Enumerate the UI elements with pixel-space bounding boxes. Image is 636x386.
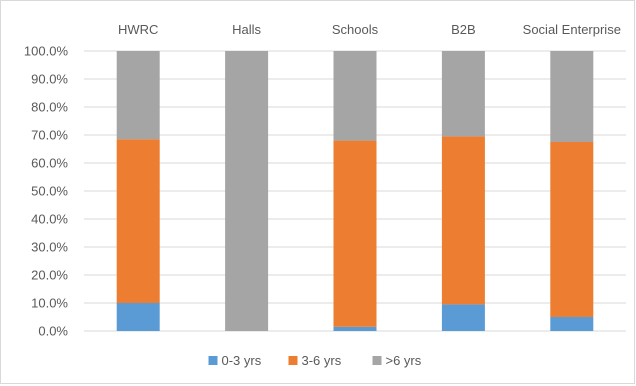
bar-segment-0-3-yrs — [333, 326, 377, 331]
y-tick-label: 80.0% — [31, 100, 68, 115]
bar-segment-6-yrs — [441, 51, 485, 137]
bar-segment-0-3-yrs — [116, 303, 160, 331]
bar-segment-3-6-yrs — [441, 136, 485, 305]
bar-segment-6-yrs — [550, 51, 594, 142]
bar-segment-0-3-yrs — [441, 304, 485, 331]
category-label: Social Enterprise — [523, 22, 621, 37]
y-tick-label: 70.0% — [31, 128, 68, 143]
bar-segment-3-6-yrs — [116, 139, 160, 303]
y-tick-label: 10.0% — [31, 296, 68, 311]
legend-label: 3-6 yrs — [302, 353, 342, 368]
y-tick-label: 90.0% — [31, 72, 68, 87]
bars — [116, 51, 594, 331]
category-labels: HWRC Halls Schools B2B Social Enterprise — [118, 22, 621, 37]
category-label: Schools — [332, 22, 379, 37]
category-label: Halls — [232, 22, 261, 37]
category-label: B2B — [451, 22, 476, 37]
y-tick-label: 60.0% — [31, 156, 68, 171]
bar-segment-3-6-yrs — [333, 140, 377, 327]
y-tick-label: 50.0% — [31, 184, 68, 199]
legend-swatch — [288, 356, 298, 365]
y-tick-label: 20.0% — [31, 268, 68, 283]
bar-segment-6-yrs — [225, 51, 269, 331]
y-tick-label: 0.0% — [38, 324, 68, 339]
legend-label: 0-3 yrs — [222, 353, 262, 368]
category-label: HWRC — [118, 22, 158, 37]
y-axis-tick-labels: 0.0% 10.0% 20.0% 30.0% 40.0% 50.0% 60.0% 70.0% 8… — [24, 44, 69, 339]
bar-segment-0-3-yrs — [550, 317, 594, 331]
bar-segment-6-yrs — [333, 51, 377, 141]
bar-segment-3-6-yrs — [550, 142, 594, 317]
y-tick-label: 30.0% — [31, 240, 68, 255]
legend: 0-3 yrs 3-6 yrs >6 yrs — [208, 353, 422, 368]
legend-label: >6 yrs — [386, 353, 422, 368]
legend-swatch — [208, 356, 218, 365]
y-tick-label: 40.0% — [31, 212, 68, 227]
y-tick-label: 100.0% — [24, 44, 69, 59]
bar-segment-6-yrs — [116, 51, 160, 140]
legend-swatch — [372, 356, 382, 365]
